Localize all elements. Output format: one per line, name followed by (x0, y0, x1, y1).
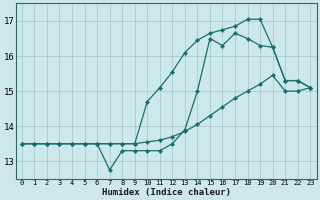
X-axis label: Humidex (Indice chaleur): Humidex (Indice chaleur) (101, 188, 231, 197)
